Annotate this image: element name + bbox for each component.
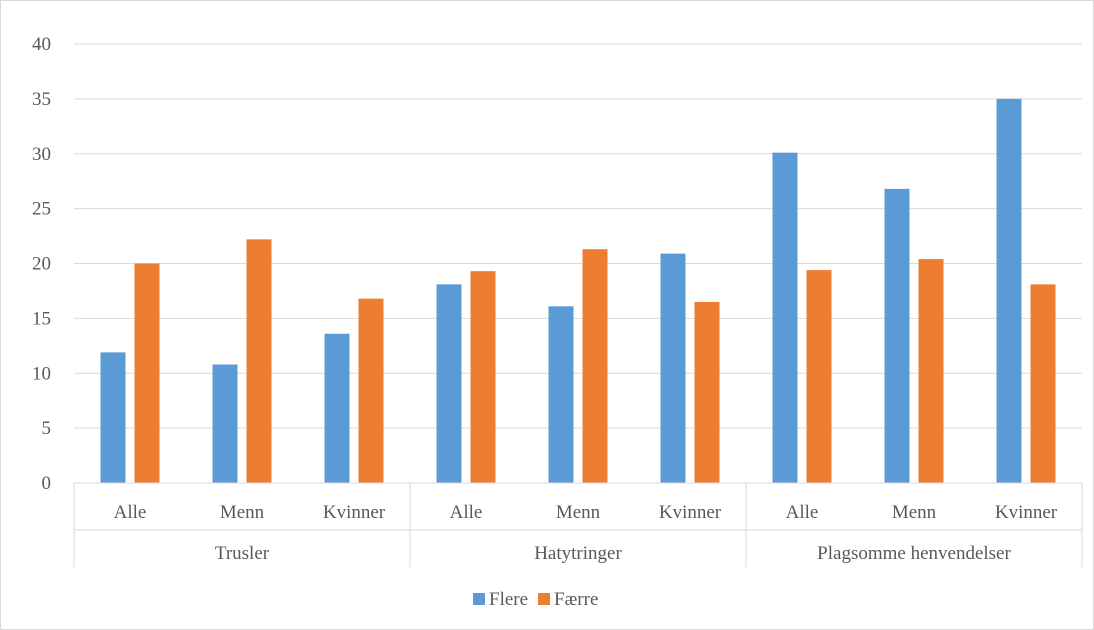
y-tick-label: 40 xyxy=(32,34,51,55)
bar-flere-6 xyxy=(660,253,686,483)
x-category-label: Alle xyxy=(114,502,147,523)
x-category-label: Menn xyxy=(892,502,937,523)
x-category-label: Menn xyxy=(220,502,265,523)
legend-label: Færre xyxy=(554,589,598,610)
y-tick-label: 35 xyxy=(32,89,51,110)
y-tick-label: 30 xyxy=(32,144,51,165)
y-tick-label: 10 xyxy=(32,363,51,384)
bar-flere-1 xyxy=(100,352,126,483)
bar-f-rre-7 xyxy=(806,270,832,483)
y-axis-ticks: 0 5 10 15 20 25 30 35 40 xyxy=(32,34,51,494)
x-category-label: Alle xyxy=(450,502,483,523)
x-axis xyxy=(73,482,1083,567)
y-tick-label: 0 xyxy=(42,473,52,494)
bar-flere-4 xyxy=(436,284,462,483)
bar-flere-2 xyxy=(212,364,238,483)
x-category-label: Kvinner xyxy=(995,502,1058,523)
legend-swatch-flere xyxy=(473,593,485,605)
legend-swatch-f-rre xyxy=(538,593,551,605)
x-category-label: Kvinner xyxy=(323,502,386,523)
bar-flere-5 xyxy=(548,306,574,483)
x-group-label: Hatytringer xyxy=(534,543,622,564)
x-group-label: Plagsomme henvendelser xyxy=(817,543,1011,564)
y-tick-label: 5 xyxy=(42,418,52,439)
bar-flere-7 xyxy=(772,152,798,483)
x-category-label: Alle xyxy=(786,502,819,523)
bar-f-rre-5 xyxy=(582,249,608,483)
bar-flere-8 xyxy=(884,188,910,483)
bar-flere-3 xyxy=(324,333,350,483)
bars xyxy=(100,98,1056,483)
x-category-label: Kvinner xyxy=(659,502,722,523)
y-tick-label: 20 xyxy=(32,254,51,275)
x-category-label: Menn xyxy=(556,502,601,523)
y-tick-label: 25 xyxy=(32,199,51,220)
bar-f-rre-9 xyxy=(1030,284,1056,483)
bar-f-rre-8 xyxy=(918,259,944,483)
bar-f-rre-1 xyxy=(134,263,160,483)
gridlines xyxy=(74,43,1082,429)
bar-f-rre-6 xyxy=(694,301,720,483)
legend: Flere Færre xyxy=(473,589,598,610)
legend-label: Flere xyxy=(489,589,528,610)
x-group-label: Trusler xyxy=(215,543,270,564)
x-category-labels: Alle Menn Kvinner Alle Menn Kvinner Alle Menn Kv… xyxy=(114,502,1058,564)
bar-f-rre-3 xyxy=(358,298,384,483)
y-tick-label: 15 xyxy=(32,308,51,329)
bar-flere-9 xyxy=(996,98,1022,483)
bar-f-rre-4 xyxy=(470,271,496,483)
bar-f-rre-2 xyxy=(246,239,272,483)
